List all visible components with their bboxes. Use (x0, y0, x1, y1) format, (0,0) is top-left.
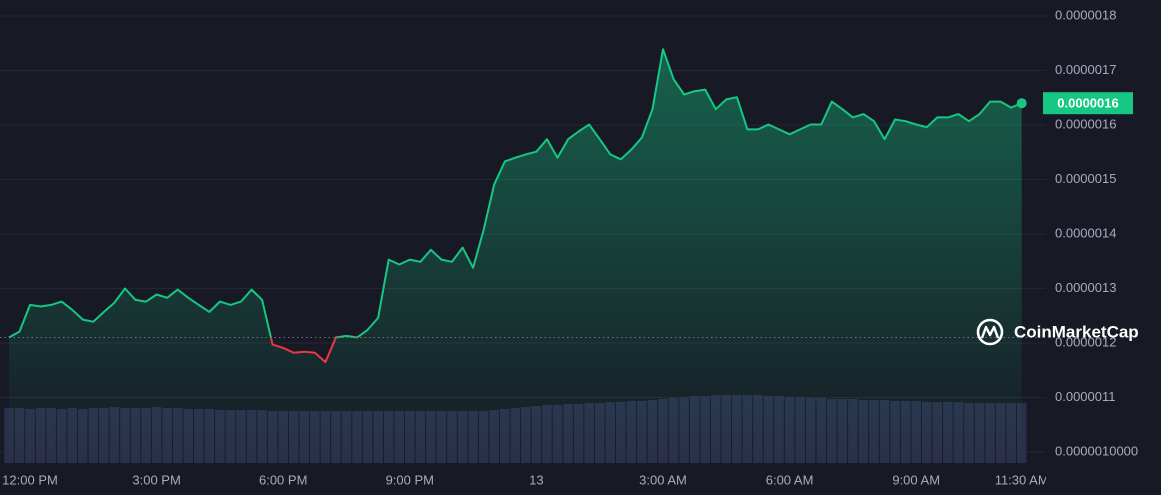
last-point (1016, 98, 1027, 109)
x-tick-label: 9:00 PM (386, 472, 434, 487)
watermark: CoinMarketCap (976, 318, 1139, 346)
x-tick-label: 12:00 PM (2, 472, 58, 487)
y-tick-label: 0.0000018 (1055, 7, 1116, 22)
price-badge-bg (1043, 92, 1133, 115)
y-tick-label: 0.0000012 (1055, 334, 1116, 349)
price-badge-text: 0.0000016 (1057, 96, 1118, 111)
y-tick-label: 0.0000010000 (1055, 443, 1138, 458)
x-tick-label: 11:30 AM (995, 472, 1049, 487)
y-tick-label: 0.0000011 (1055, 389, 1116, 404)
price-line-group (0, 48, 1040, 463)
x-tick-label: 6:00 PM (259, 472, 307, 487)
price-badge: 0.0000016 (1043, 92, 1133, 115)
price-area (8, 49, 1022, 463)
y-tick-label: 0.0000013 (1055, 280, 1116, 295)
x-tick-label: 6:00 AM (766, 472, 814, 487)
watermark-logo (976, 318, 1004, 346)
x-tick-label: 13 (529, 472, 543, 487)
y-tick-label: 0.0000014 (1055, 225, 1116, 240)
watermark-logo-m (980, 325, 1000, 339)
y-axis: 0.0000010000 0.0000011 0.0000012 0.0000013 0… (1055, 7, 1138, 458)
axes: 12:00 PM 3:00 PM 6:00 PM 9:00 PM 13 3:00 AM 6:… (2, 472, 1049, 487)
x-tick-label: 3:00 PM (132, 472, 180, 487)
price-line (8, 48, 1023, 364)
x-tick-label: 3:00 AM (639, 472, 687, 487)
y-tick-label: 0.0000016 (1055, 116, 1116, 131)
y-tick-label: 0.0000017 (1055, 62, 1116, 77)
y-tick-label: 0.0000015 (1055, 171, 1116, 186)
watermark-text: CoinMarketCap (1014, 322, 1139, 341)
x-tick-label: 9:00 AM (892, 472, 940, 487)
